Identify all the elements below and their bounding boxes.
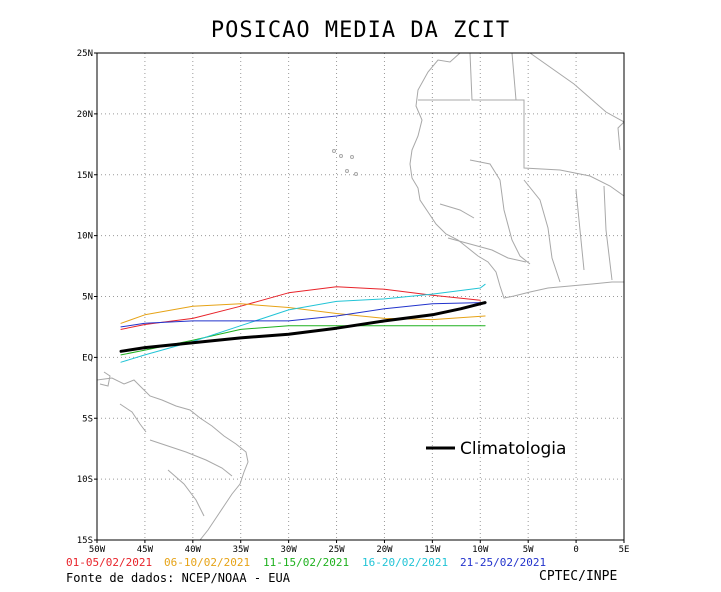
lat-tick-label: 15N xyxy=(77,171,93,181)
map-title: POSICAO MEDIA DA ZCIT xyxy=(210,18,511,43)
zcit-line-06-10/02/2021 xyxy=(120,303,486,324)
lon-tick-label: 25W xyxy=(328,545,345,555)
south-america-landmass xyxy=(97,377,249,540)
coastlines xyxy=(97,53,624,540)
africa-landmass xyxy=(409,53,624,299)
legend-item-2: 06-10/02/2021 xyxy=(164,556,251,569)
lon-tick-label: 50W xyxy=(89,545,106,555)
lon-tick-label: 35W xyxy=(233,545,250,555)
longitude-ticks: 50W 45W 40W 35W 30W 25W 20W 15W 10W 5W 0 5E xyxy=(89,540,630,555)
lat-tick-label: 5N xyxy=(82,293,93,303)
lat-tick-label: 25N xyxy=(77,49,93,59)
cape-verde-islands xyxy=(332,149,358,176)
lon-tick-label: 15W xyxy=(424,545,441,555)
zcit-lines xyxy=(119,283,487,363)
lon-tick-label: 5E xyxy=(619,545,630,555)
legend-item-5: 21-25/02/2021 xyxy=(460,556,547,569)
legend-item-4: 16-20/02/2021 xyxy=(362,556,449,569)
lon-tick-label: 20W xyxy=(376,545,393,555)
zcit-line-16-20/02/2021 xyxy=(120,283,486,363)
climatology-line xyxy=(119,301,487,353)
lat-tick-label: 15S xyxy=(77,536,93,546)
lon-tick-label: 10W xyxy=(472,545,489,555)
legend-item-3: 11-15/02/2021 xyxy=(263,556,350,569)
lat-tick-label: 10S xyxy=(77,475,93,485)
lon-tick-label: 0 xyxy=(573,545,578,555)
data-source: Fonte de dados: NCEP/NOAA - EUA xyxy=(66,571,290,585)
map-frame xyxy=(96,52,625,541)
lon-tick-label: 40W xyxy=(185,545,202,555)
climatology-legend: Climatologia xyxy=(426,439,566,459)
lat-tick-label: 10N xyxy=(77,232,93,242)
lat-tick-label: 5S xyxy=(82,414,93,424)
legend-item-1: 01-05/02/2021 xyxy=(66,556,153,569)
lat-tick-label: 20N xyxy=(77,110,93,120)
zcit-line-21-25/02/2021 xyxy=(120,302,486,328)
lon-tick-label: 5W xyxy=(523,545,534,555)
climatology-legend-label: Climatologia xyxy=(460,439,566,459)
zcit-line-11-15/02/2021 xyxy=(120,325,486,356)
credit-label: CPTEC/INPE xyxy=(539,569,618,584)
latitude-ticks: 25N 20N 15N 10N 5N EQ 5S 10S 15S xyxy=(77,49,97,546)
map-grid xyxy=(97,53,624,540)
lat-tick-label: EQ xyxy=(82,353,93,363)
lon-tick-label: 45W xyxy=(137,545,154,555)
lon-tick-label: 30W xyxy=(281,545,298,555)
